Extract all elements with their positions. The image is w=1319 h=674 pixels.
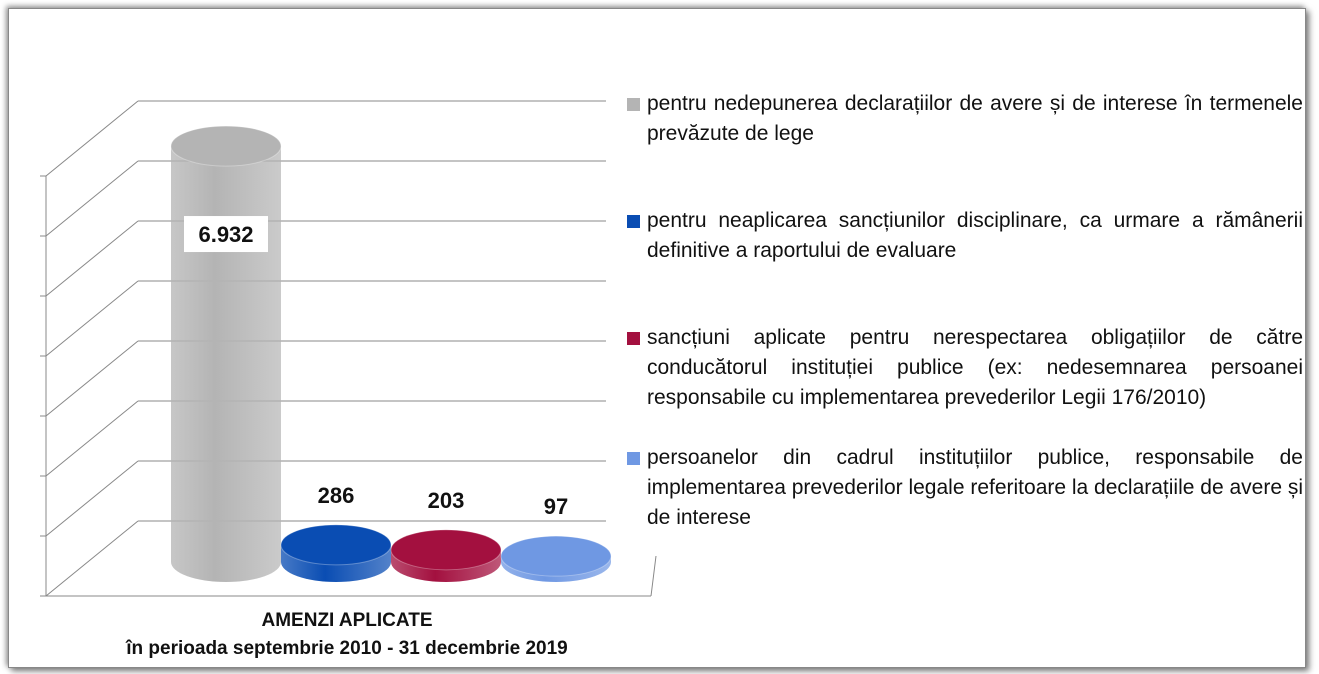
bar xyxy=(390,529,502,582)
legend-text: pentru neaplicarea sancțiunilor discipli… xyxy=(647,209,1303,262)
legend-item: pentru nedepunerea declarațiilor de aver… xyxy=(623,89,1303,149)
bar xyxy=(500,535,612,582)
legend-text: persoanelor din cadrul instituțiilor pub… xyxy=(647,446,1304,529)
chart: 6.932 286 203 97 AMENZI APLICATE în perioada … xyxy=(40,100,657,659)
data-label: 97 xyxy=(544,494,568,519)
bar-body xyxy=(171,146,281,582)
label-box xyxy=(184,216,268,253)
grid-line xyxy=(45,460,139,537)
data-label: 6.932 xyxy=(198,222,253,247)
legend-item: sancțiuni aplicate pentru nerespectarea … xyxy=(623,323,1303,413)
legend-swatch xyxy=(627,452,640,465)
data-label: 203 xyxy=(428,488,465,513)
grid-line xyxy=(45,280,139,357)
bar xyxy=(280,524,392,582)
bar-top xyxy=(280,524,392,566)
bar xyxy=(170,125,282,582)
grid-line xyxy=(45,100,139,177)
grid-line xyxy=(45,520,139,597)
legend-text: pentru nedepunerea declarațiilor de aver… xyxy=(647,92,1303,145)
grid-line xyxy=(45,340,139,417)
legend-swatch xyxy=(627,215,640,228)
bar-top xyxy=(500,535,612,577)
x-axis-label: AMENZI APLICATE xyxy=(262,610,433,631)
legend-swatch xyxy=(627,98,640,111)
chart-frame: 6.932 286 203 97 AMENZI APLICATE în perioada … xyxy=(8,8,1306,668)
legend-item: persoanelor din cadrul instituțiilor pub… xyxy=(623,443,1303,533)
axis-line xyxy=(650,555,657,597)
data-label: 286 xyxy=(318,483,355,508)
x-axis-label: în perioada septembrie 2010 - 31 decembr… xyxy=(125,638,567,659)
grid-line xyxy=(45,400,139,477)
grid-line xyxy=(45,160,139,237)
legend-item: pentru neaplicarea sancțiunilor discipli… xyxy=(623,206,1303,266)
bar-top xyxy=(170,125,282,167)
grid-line xyxy=(45,220,139,297)
bar-top xyxy=(390,529,502,571)
legend-swatch xyxy=(627,332,640,345)
legend-text: sancțiuni aplicate pentru nerespectarea … xyxy=(647,326,1303,409)
